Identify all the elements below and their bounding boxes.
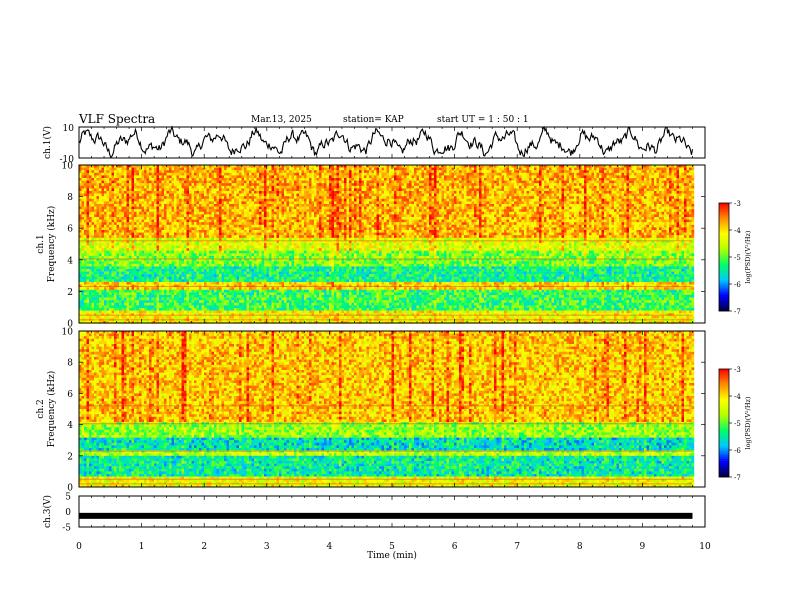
ch1-spectrogram-colorbar-tick-0: -3 [734, 200, 741, 208]
xtick-label-4: 4 [327, 542, 333, 552]
ch2-spectrogram-ytick-2: 4 [67, 421, 73, 431]
ch2-spectrogram-colorbar-tick-0: -3 [734, 366, 741, 374]
ch1-spectrogram-ytick-1: 2 [67, 288, 73, 298]
ch2-spectrogram-colorbar-label: log(PSD)(V²/Hz) [744, 396, 752, 449]
ch3-ytick-2: -5 [62, 524, 71, 534]
ch1-spectrogram-colorbar-tick-4: -7 [734, 308, 741, 316]
ch1-spectrogram-colorbar-tick-3: -6 [734, 281, 741, 289]
ch1-spectrogram-cells [79, 165, 694, 324]
ch2-spectrogram-colorbar-tick-3: -6 [734, 447, 741, 455]
ch2-spectrogram-cells [79, 331, 694, 487]
xtick-label-3: 3 [264, 542, 270, 552]
ch2-spectrogram-colorbar-tick-4: -7 [734, 474, 741, 482]
xtick-label-6: 6 [452, 542, 458, 552]
ch2-spectrogram-ytick-1: 2 [67, 452, 73, 462]
ch2-spectrogram-ylabel-frequency: Frequency (kHz) [46, 371, 57, 448]
ch1-spectrogram-ytick-3: 6 [67, 225, 73, 235]
ch1-spectrogram-colorbar-tick-1: -4 [734, 227, 741, 235]
xtick-label-2: 2 [201, 542, 207, 552]
xtick-label-1: 1 [139, 542, 145, 552]
ch1-spectrogram-ytick-5: 10 [62, 162, 74, 172]
ch3-ytick-0: 5 [65, 493, 71, 503]
ch3-ytick-1: 0 [65, 508, 71, 518]
ch2-spectrogram-colorbar [719, 369, 729, 477]
ch2-spectrogram-ylabel-channel: ch.2 [36, 399, 46, 418]
xtick-label-0: 0 [76, 542, 82, 552]
ch1-spectrogram-colorbar-tick-2: -5 [734, 254, 741, 262]
xtick-label-8: 8 [577, 542, 583, 552]
ch2-spectrogram-colorbar-tick-2: -5 [734, 420, 741, 428]
ch2-spectrogram-ytick-5: 10 [62, 328, 74, 338]
ch2-spectrogram-colorbar-tick-1: -4 [734, 393, 741, 401]
ch1-spectrogram-colorbar-label: log(PSD)(V²/Hz) [744, 230, 752, 283]
ch3-waveform-trace [79, 513, 692, 519]
vlf-figure: 10-10ch.1(V)0246810ch.1 Frequency (kHz)-3… [0, 0, 792, 612]
ch3-waveform-frame [79, 496, 705, 527]
ch1-waveform-ylabel: ch.1(V) [42, 126, 53, 159]
xtick-label-7: 7 [514, 542, 520, 552]
xtick-label-9: 9 [640, 542, 646, 552]
ch2-spectrogram-ytick-3: 6 [67, 390, 73, 400]
ch1-ytick-top: 10 [63, 124, 75, 134]
x-axis-label: Time (min) [367, 550, 417, 561]
ch1-spectrogram-ylabel-channel: ch.1 [36, 234, 46, 253]
ch2-spectrogram-ytick-4: 8 [67, 359, 73, 369]
ch1-spectrogram-ytick-2: 4 [67, 256, 73, 266]
ch1-spectrogram-ylabel-frequency: Frequency (kHz) [46, 206, 57, 283]
ch3-waveform-ylabel: ch.3(V) [42, 495, 53, 528]
ch1-spectrogram-ytick-4: 8 [67, 193, 73, 203]
ch1-spectrogram-colorbar [719, 203, 729, 311]
xtick-label-10: 10 [699, 542, 711, 552]
